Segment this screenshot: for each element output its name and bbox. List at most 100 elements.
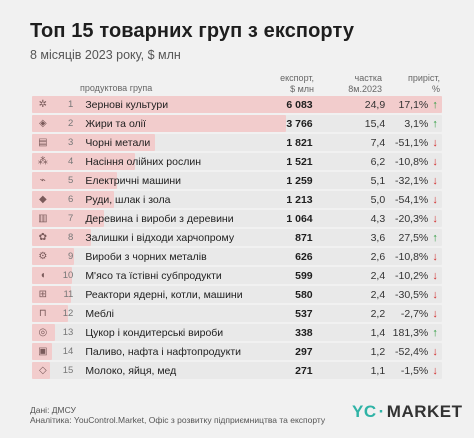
row-export-value: 3 766 xyxy=(286,117,313,130)
row-rank: 2 xyxy=(68,118,74,129)
row-export-value: 537 xyxy=(295,307,313,320)
row-share: 5,0 xyxy=(370,193,386,206)
row-category: Деревина і вироби з деревини xyxy=(85,212,234,225)
row-rank: 8 xyxy=(68,232,74,243)
header-growth: приріст, % xyxy=(384,73,440,95)
row-export-value: 271 xyxy=(295,364,313,377)
row-background xyxy=(32,305,442,322)
source-data: Дані: ДМСУ xyxy=(30,405,76,415)
row-share: 5,1 xyxy=(370,174,386,187)
row-background xyxy=(32,229,442,246)
table-row: ◖ 10 М'ясо та їстівні субпродукти 599 2,4 -10… xyxy=(32,267,442,284)
row-growth: -20,3% xyxy=(395,212,429,225)
row-category: Вироби з чорних металів xyxy=(85,250,207,263)
row-share: 4,3 xyxy=(370,212,386,225)
fuel-icon: ▣ xyxy=(38,346,48,357)
row-share: 6,2 xyxy=(370,155,386,168)
row-rank: 7 xyxy=(68,213,74,224)
row-share: 3,6 xyxy=(370,231,386,244)
arrow-down-icon: ↓ xyxy=(432,288,438,301)
oil-drop-icon: ◈ xyxy=(38,118,47,129)
row-background xyxy=(32,172,442,189)
row-export-value: 626 xyxy=(295,250,313,263)
row-background xyxy=(32,191,442,208)
milk-icon: ◇ xyxy=(38,365,47,376)
arrow-up-icon: ↑ xyxy=(432,326,438,339)
arrow-down-icon: ↓ xyxy=(432,212,438,225)
row-growth: -10,2% xyxy=(395,269,429,282)
header-category: продуктова група xyxy=(80,83,153,93)
wheat-icon: ✲ xyxy=(38,99,48,110)
row-category: Електричні машини xyxy=(85,174,182,187)
reactor-icon: ⊞ xyxy=(38,289,48,300)
row-category: Меблі xyxy=(85,307,114,320)
value-bar xyxy=(32,248,75,265)
table-row: ▤ 3 Чорні метали 1 821 7,4 -51,1% ↓ xyxy=(32,134,442,151)
row-export-value: 338 xyxy=(295,326,313,339)
table-row: ◇ 15 Молоко, яйця, мед 271 1,1 -1,5% ↓ xyxy=(32,362,442,379)
row-share: 2,4 xyxy=(370,288,386,301)
value-bar xyxy=(32,153,135,170)
header-value: експорт, $ млн xyxy=(264,73,314,95)
row-share: 7,4 xyxy=(370,136,386,149)
row-growth: -54,1% xyxy=(395,193,429,206)
row-rank: 14 xyxy=(62,346,74,357)
source-note: Дані: ДМСУ Аналітика: YouControl.Market,… xyxy=(30,405,325,425)
value-bar xyxy=(32,324,55,341)
value-bar xyxy=(32,191,114,208)
header-growth-line1: приріст, xyxy=(407,73,440,83)
arrow-down-icon: ↓ xyxy=(432,174,438,187)
row-category: Насіння олійних рослин xyxy=(85,155,202,168)
table-row: ◆ 6 Руди, шлак і зола 1 213 5,0 -54,1% ↓ xyxy=(32,191,442,208)
row-rank: 3 xyxy=(68,137,74,148)
row-rank: 11 xyxy=(63,289,74,300)
arrow-up-icon: ↑ xyxy=(432,231,438,244)
row-growth: 27,5% xyxy=(398,231,429,244)
arrow-down-icon: ↓ xyxy=(432,155,438,168)
row-background xyxy=(32,248,442,265)
row-rank: 6 xyxy=(68,194,74,205)
row-background xyxy=(32,343,442,360)
header-value-line2: $ млн xyxy=(290,84,314,94)
row-background xyxy=(32,210,442,227)
row-growth: -51,1% xyxy=(395,136,429,149)
row-growth: -52,4% xyxy=(395,345,429,358)
value-bar xyxy=(32,229,91,246)
row-category: Руди, шлак і зола xyxy=(85,193,171,206)
row-share: 1,2 xyxy=(370,345,386,358)
seeds-icon: ⁂ xyxy=(37,156,48,167)
arrow-down-icon: ↓ xyxy=(432,345,438,358)
row-growth: -1,5% xyxy=(400,364,429,377)
table-row: ▥ 7 Деревина і вироби з деревини 1 064 4,3 -2… xyxy=(32,210,442,227)
row-category: Жири та олії xyxy=(85,117,146,130)
food-waste-icon: ✿ xyxy=(38,232,48,243)
row-export-value: 1 064 xyxy=(286,212,313,225)
arrow-down-icon: ↓ xyxy=(432,250,438,263)
row-export-value: 1 521 xyxy=(286,155,313,168)
arrow-up-icon: ↑ xyxy=(432,98,438,111)
table-row: ⁂ 4 Насіння олійних рослин 1 521 6,2 -10,8% ↓ xyxy=(32,153,442,170)
value-bar xyxy=(32,267,73,284)
row-category: М'ясо та їстівні субпродукти xyxy=(85,269,222,282)
table-row: ⚙ 9 Вироби з чорних металів 626 2,6 -10,8% ↓ xyxy=(32,248,442,265)
arrow-down-icon: ↓ xyxy=(432,193,438,206)
row-growth: 181,3% xyxy=(392,326,429,339)
row-rank: 4 xyxy=(68,156,74,167)
row-category: Зернові культури xyxy=(85,98,169,111)
row-category: Цукор і кондитерські вироби xyxy=(85,326,224,339)
row-rank: 12 xyxy=(62,308,74,319)
row-growth: 17,1% xyxy=(398,98,429,111)
candy-icon: ◎ xyxy=(38,327,48,338)
arrow-down-icon: ↓ xyxy=(432,269,438,282)
row-export-value: 297 xyxy=(295,345,313,358)
furniture-icon: ⊓ xyxy=(38,308,47,319)
table-row: ▣ 14 Паливо, нафта і нафтопродукти 297 1,2 -5… xyxy=(32,343,442,360)
row-rank: 13 xyxy=(62,327,74,338)
row-growth: -10,8% xyxy=(395,155,429,168)
row-share: 1,1 xyxy=(370,364,386,377)
table-row: ⌁ 5 Електричні машини 1 259 5,1 -32,1% ↓ xyxy=(32,172,442,189)
logo-dot: · xyxy=(378,402,385,421)
row-growth: -2,7% xyxy=(400,307,429,320)
arrow-down-icon: ↓ xyxy=(432,307,438,320)
row-rank: 9 xyxy=(68,251,74,262)
